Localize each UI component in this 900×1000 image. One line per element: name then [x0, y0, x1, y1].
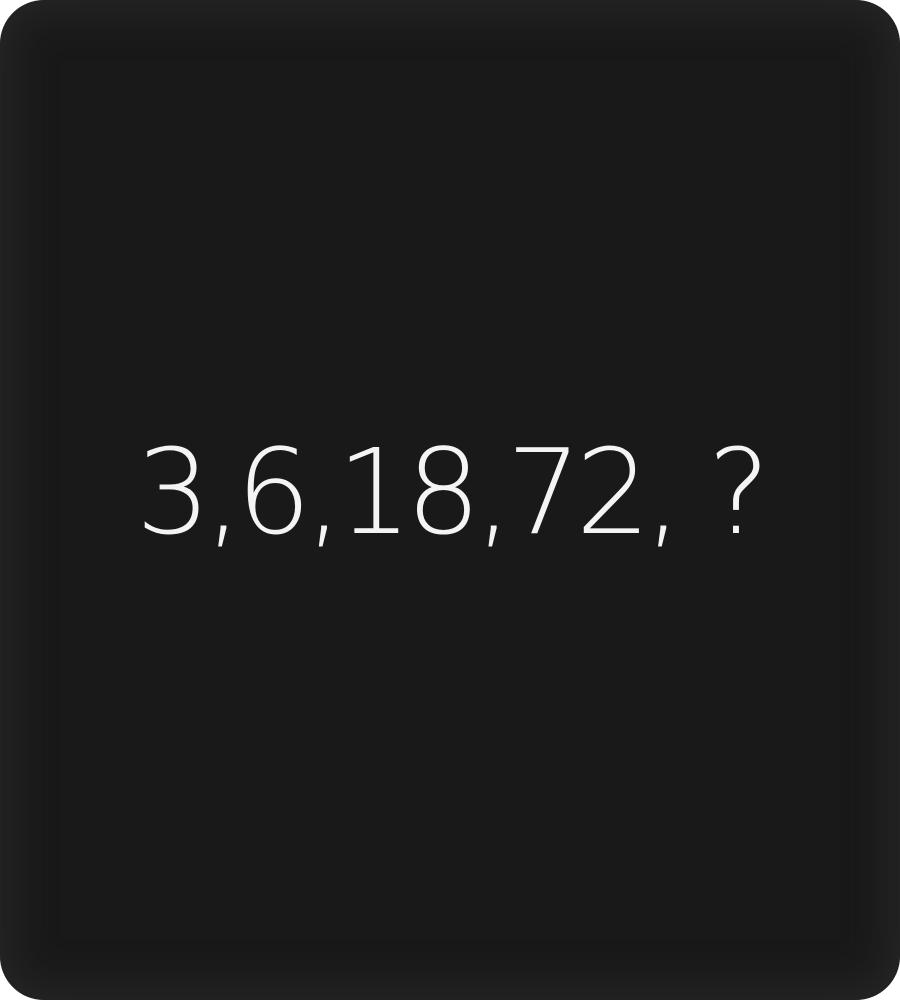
- number-sequence-question: 3,6,18,72, ?: [135, 423, 771, 561]
